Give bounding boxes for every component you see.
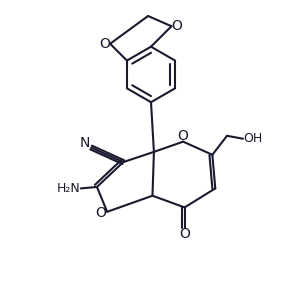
Text: OH: OH <box>244 132 263 145</box>
Text: O: O <box>171 19 182 33</box>
Text: H₂N: H₂N <box>57 182 80 195</box>
Text: O: O <box>99 37 110 51</box>
Text: O: O <box>179 227 190 241</box>
Text: N: N <box>79 136 90 150</box>
Text: O: O <box>178 129 188 143</box>
Text: O: O <box>95 206 106 220</box>
